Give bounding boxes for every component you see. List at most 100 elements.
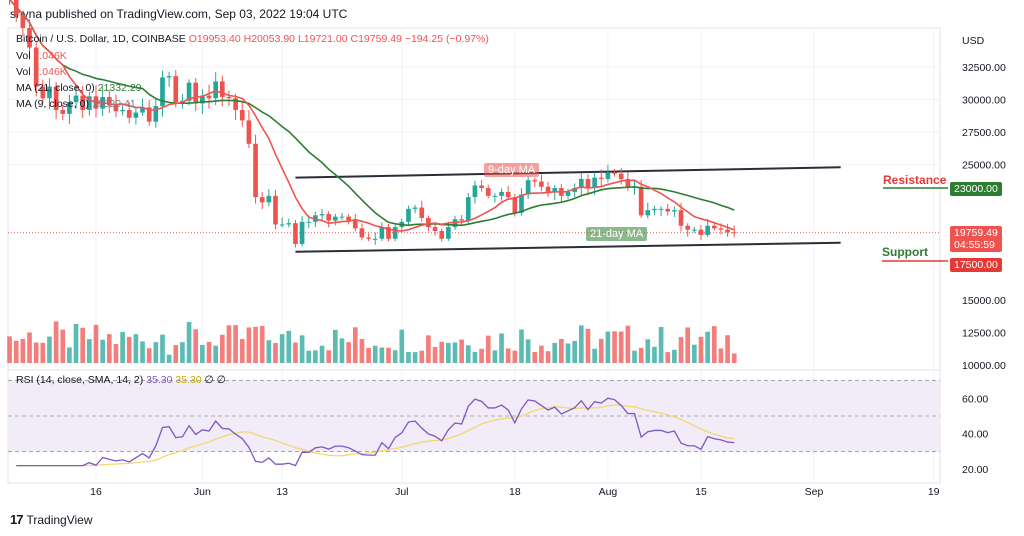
rsi-tick-label: 40.00 [962,429,988,441]
volume-bar [80,327,86,363]
candle-body [605,172,611,179]
volume-bar [698,336,704,363]
support-value: 17500.00 [950,258,1002,272]
candle-body [20,14,26,28]
volume-bar [592,348,597,363]
candle-body [286,223,292,225]
candle-body [638,186,644,216]
candle-body [565,191,571,196]
candle-body [485,188,491,196]
volume-bar [93,324,99,363]
volume-bar [419,350,425,363]
candle-body [731,232,737,234]
candle-body [106,96,112,105]
current-price: 19759.49 [954,227,998,239]
candle-body [133,112,139,118]
vol-value-2: 7.046K [33,66,67,78]
rsi-extra: ∅ ∅ [204,374,226,386]
volume-bar [685,327,691,363]
volume-bar [532,352,538,363]
candle-body [618,173,624,179]
volume-bar [246,327,252,363]
volume-bar [333,329,338,363]
volume-bar [206,341,212,363]
twentyone-day-ma-label: 21-day MA [586,227,648,241]
rsi-tick-label: 60.00 [962,393,988,405]
channel-lower-line [295,241,841,253]
candle-body [33,47,39,87]
candle-body [246,120,252,144]
candle-body [479,185,484,189]
candle-body [578,178,584,189]
rsi-sma-line [16,404,735,467]
volume-bar [711,326,717,363]
volume-bar [166,354,172,363]
volume-bar [665,352,671,363]
support-label: Support [882,245,928,259]
candle-body [326,214,332,221]
volume-bar [20,338,26,363]
candle-body [180,100,185,103]
volume-bar [598,338,604,363]
volume-bar [545,351,551,363]
candle-body [73,95,79,103]
volume-bar [226,325,232,363]
candle-body [432,227,438,231]
price-tick-label: 12500.00 [962,328,1006,340]
volume-bar [13,340,19,363]
volume-bar [386,347,391,363]
volume-bar [352,327,358,363]
ohlc-high: H20053.90 [243,33,296,45]
volume-bar [439,341,445,363]
volume-bar [618,331,624,363]
volume-bar [366,348,371,363]
volume-bar [718,348,724,363]
volume-bar [40,342,46,363]
candle-body [552,188,558,192]
volume-bar [153,342,159,363]
candle-body [512,197,518,213]
ma9-label: MA (9, close, 0) [16,98,89,110]
volume-bar [53,321,59,363]
tradingview-footer[interactable]: 17 TradingView [10,512,93,527]
volume-bar [160,334,165,363]
volume-bar [678,337,684,363]
volume-bar [652,346,657,363]
volume-bar [492,350,498,363]
ma21-line [9,0,735,227]
candle-body [499,191,504,196]
ma21-value: 21332.29 [97,82,142,94]
volume-bar [126,336,132,363]
candle-body [525,180,531,195]
volume-bar [193,329,199,363]
volume-bar [452,342,458,363]
vol-label-2: Vol [16,66,31,78]
candle-body [492,195,498,197]
candle-body [698,229,704,235]
volume-bar [73,323,79,363]
candle-body [532,180,538,182]
volume-bar [645,339,651,363]
volume-bar [565,343,571,363]
candle-body [439,230,445,239]
candle-body [366,237,371,239]
vol-label: Vol [16,50,31,62]
volume-bar [605,331,611,363]
volume-bar [359,339,365,363]
volume-bar [472,351,478,363]
candle-body [239,109,245,121]
candle-body [160,77,165,107]
symbol-legend: Bitcoin / U.S. Dollar, 1D, COINBASE O199… [16,33,489,45]
price-tick-label: 30000.00 [962,95,1006,107]
time-tick-label: Aug [599,486,618,498]
candle-body [465,197,471,221]
time-tick-label: 13 [276,486,288,498]
countdown: 04:55:59 [954,239,995,251]
volume-bar [113,344,119,363]
candle-body [153,106,159,122]
volume-bar [485,335,491,363]
volume-bar [47,336,52,363]
volume-bar [505,348,511,363]
plot-frame [7,27,941,484]
